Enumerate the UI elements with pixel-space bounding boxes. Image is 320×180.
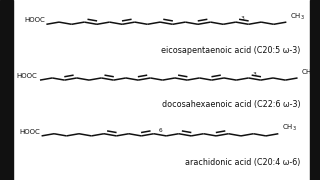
Text: HOOC: HOOC (16, 73, 37, 79)
Text: eicosapentaenoic acid (C20:5 ω-3): eicosapentaenoic acid (C20:5 ω-3) (161, 46, 301, 55)
Text: 3: 3 (240, 16, 244, 21)
Text: HOOC: HOOC (24, 17, 45, 23)
Text: CH$_3$: CH$_3$ (301, 67, 316, 78)
Text: 6: 6 (158, 128, 162, 133)
Text: 3: 3 (253, 72, 257, 77)
Text: CH$_3$: CH$_3$ (282, 123, 297, 133)
Bar (310, 0, 320, 180)
Text: HOOC: HOOC (19, 129, 40, 135)
Bar (0, 0, 13, 180)
Text: arachidonic acid (C20:4 ω-6): arachidonic acid (C20:4 ω-6) (185, 158, 301, 166)
Text: CH$_3$: CH$_3$ (290, 12, 305, 22)
Text: docosahexaenoic acid (C22:6 ω-3): docosahexaenoic acid (C22:6 ω-3) (162, 100, 301, 109)
